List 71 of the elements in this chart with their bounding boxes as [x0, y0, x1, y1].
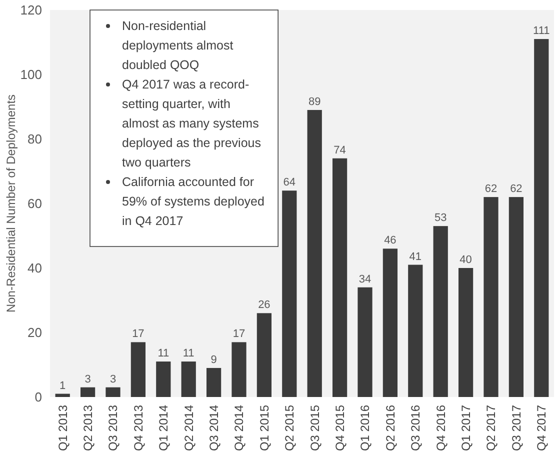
x-tick-label: Q3 2017 — [509, 404, 524, 452]
bar — [382, 248, 398, 397]
data-label: 3 — [110, 373, 116, 386]
x-tick-label: Q1 2017 — [459, 404, 473, 452]
x-tick-label: Q1 2016 — [358, 404, 372, 452]
data-label: 46 — [384, 234, 396, 247]
x-tick-label: Q2 2013 — [81, 404, 95, 452]
x-tick-label: Q3 2015 — [308, 404, 322, 452]
x-tick-label: Q3 2016 — [408, 404, 423, 452]
x-tick-label: Q4 2016 — [434, 404, 448, 452]
y-axis-title: Non-Residential Number of Deployments — [4, 94, 18, 313]
y-tick-label: 60 — [28, 196, 42, 212]
data-label: 53 — [434, 212, 447, 224]
x-tick-label: Q2 2014 — [182, 404, 196, 452]
x-tick-label: Q3 2013 — [106, 404, 120, 452]
bar — [106, 387, 120, 397]
data-label: 3 — [84, 373, 91, 386]
data-label: 74 — [334, 144, 346, 156]
data-label: 40 — [460, 254, 472, 266]
bar — [458, 268, 474, 397]
bar — [206, 368, 222, 397]
x-tick-label: Q2 2017 — [484, 404, 498, 452]
bar — [282, 190, 297, 397]
data-label: 34 — [358, 273, 372, 286]
bar — [433, 226, 448, 397]
bar — [358, 287, 372, 397]
data-label: 62 — [484, 183, 498, 196]
bar — [508, 197, 524, 397]
data-label: 26 — [258, 299, 270, 312]
x-tick-label: Q4 2014 — [232, 404, 246, 452]
y-tick-label: 20 — [28, 325, 42, 340]
annotation: California accounted for 59% of systems deployed in Q4 2017 — [122, 175, 264, 228]
bar — [484, 197, 498, 397]
bar — [534, 39, 549, 397]
annotation: Q4 2017 was a record-setting quarter, with almost as many systems deployed as the previous two quarters — [122, 78, 261, 170]
x-tick-label: Q1 2014 — [156, 404, 171, 452]
x-tick-label: Q2 2015 — [282, 404, 297, 452]
x-tick-label: Q4 2015 — [333, 404, 347, 452]
data-label: 1 — [60, 380, 66, 392]
bar — [80, 387, 96, 397]
x-tick-label: Q1 2015 — [257, 404, 272, 452]
data-label: 17 — [132, 328, 144, 340]
bar — [408, 264, 423, 397]
y-tick-label: 0 — [34, 390, 42, 405]
y-tick-label: 100 — [20, 67, 42, 82]
data-label: 17 — [232, 328, 246, 340]
data-label: 89 — [308, 96, 321, 108]
y-tick-label: 120 — [20, 2, 42, 18]
data-label: 11 — [158, 348, 170, 360]
bar — [232, 342, 246, 397]
x-tick-label: Q3 2014 — [207, 404, 221, 452]
data-label: 62 — [510, 183, 522, 196]
data-label: 11 — [182, 348, 194, 360]
bar — [130, 342, 146, 397]
data-label: 41 — [409, 250, 422, 263]
bar — [55, 394, 70, 397]
data-label: 9 — [210, 354, 217, 366]
y-tick-label: 40 — [28, 260, 42, 276]
bar — [307, 110, 322, 397]
x-tick-label: Q1 2013 — [56, 404, 70, 452]
bar — [332, 158, 348, 397]
data-label: 64 — [283, 176, 296, 189]
bar — [256, 313, 272, 397]
annotation: Non-residential deployments almost doubled QOQ — [122, 19, 234, 72]
x-tick-label: Q4 2017 — [534, 404, 549, 452]
bar — [181, 362, 196, 397]
bar — [156, 362, 171, 397]
y-tick-label: 80 — [28, 132, 42, 147]
x-tick-label: Q4 2013 — [131, 404, 146, 452]
x-tick-label: Q2 2016 — [383, 404, 398, 452]
data-label: 111 — [533, 25, 550, 38]
